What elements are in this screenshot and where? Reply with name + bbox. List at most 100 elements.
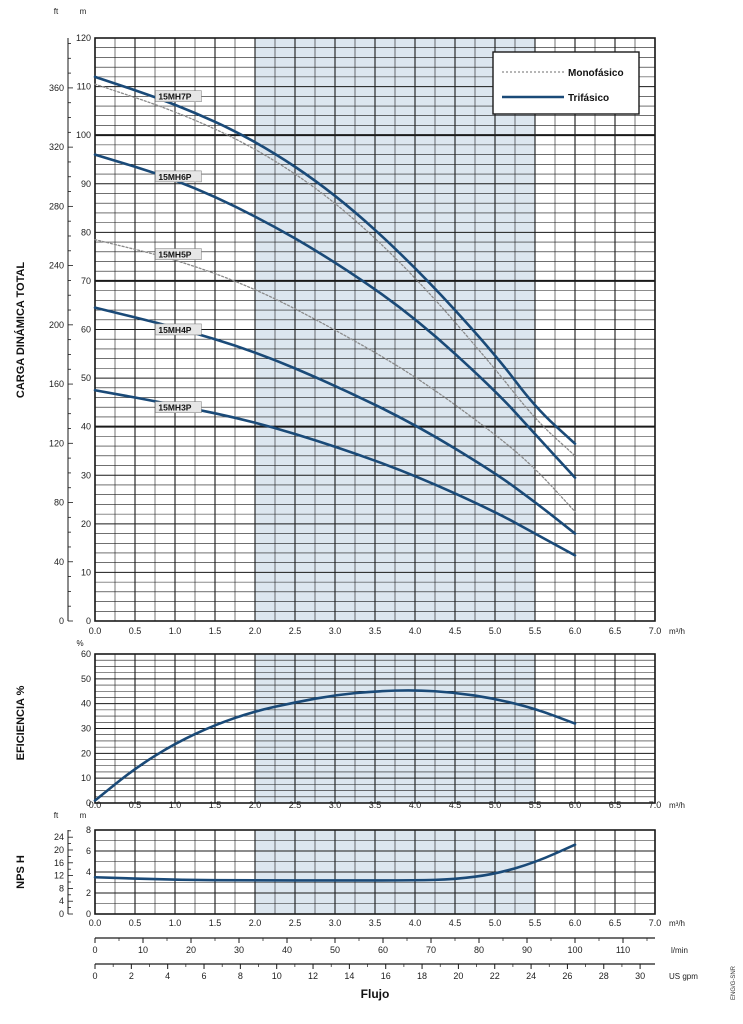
y-tick-label: 10 xyxy=(81,773,91,783)
x-tick-label: 3.5 xyxy=(369,800,382,810)
gpm-tick-label: 26 xyxy=(562,971,572,981)
y-tick-label: 50 xyxy=(81,674,91,684)
ft-tick-label: 0 xyxy=(59,616,64,626)
x-tick-label: 1.0 xyxy=(169,800,182,810)
y-tick-label: 40 xyxy=(81,422,91,432)
gpm-tick-label: 6 xyxy=(202,971,207,981)
lmin-tick-label: 60 xyxy=(378,945,388,955)
y-tick-label: 80 xyxy=(81,227,91,237)
curve-label-box xyxy=(155,90,202,102)
x-tick-label: 5.0 xyxy=(489,918,502,928)
ft-tick-label: 16 xyxy=(54,858,64,868)
y-tick-label: 0 xyxy=(86,909,91,919)
pct-unit-label: % xyxy=(76,639,83,648)
x-tick-label: 0.5 xyxy=(129,626,142,636)
x-tick-label: 0.0 xyxy=(89,800,102,810)
curve-npsh xyxy=(93,843,577,882)
y-tick-label: 60 xyxy=(81,325,91,335)
x-tick-label: 6.0 xyxy=(569,626,582,636)
x-tick-label: 1.5 xyxy=(209,800,222,810)
curve-label-box xyxy=(155,323,202,336)
x-tick-label: 2.0 xyxy=(249,800,262,810)
x-tick-label: 1.5 xyxy=(209,626,222,636)
curve-15mh4p xyxy=(93,306,577,535)
gpm-tick-label: 12 xyxy=(308,971,318,981)
x-tick-label: 6.0 xyxy=(569,800,582,810)
ft-unit-label: ft xyxy=(54,7,59,16)
ft-tick-label: 20 xyxy=(54,845,64,855)
gpm-tick-label: 24 xyxy=(526,971,536,981)
plot-frame xyxy=(94,829,656,915)
x-tick-label: 6.5 xyxy=(609,800,622,810)
y-tick-label: 90 xyxy=(81,179,91,189)
gpm-tick-label: 20 xyxy=(453,971,463,981)
x-tick-label: 0.0 xyxy=(89,626,102,636)
gpm-tick-label: 14 xyxy=(344,971,354,981)
y-tick-label: 30 xyxy=(81,470,91,480)
gpm-tick-label: 18 xyxy=(417,971,427,981)
x-tick-label: 6.5 xyxy=(609,918,622,928)
y-tick-label: 10 xyxy=(81,567,91,577)
x-tick-label: 7.0 xyxy=(649,626,662,636)
legend-box xyxy=(492,51,640,115)
x-unit-label: m³/h xyxy=(669,627,685,636)
ft-tick-label: 160 xyxy=(49,379,64,389)
x-tick-label: 3.5 xyxy=(369,626,382,636)
y-tick-label: 100 xyxy=(76,130,91,140)
y-tick-label: 30 xyxy=(81,724,91,734)
lmin-tick-label: 20 xyxy=(186,945,196,955)
legend-label: Monofásico xyxy=(568,68,624,79)
gpm-tick-label: 0 xyxy=(92,971,97,981)
ft-tick-label: 240 xyxy=(49,261,64,271)
efficiency-ylabel: EFICIENCIA % xyxy=(15,685,27,760)
npsh-ylabel: NPS H xyxy=(15,855,27,889)
x-tick-label: 1.0 xyxy=(169,918,182,928)
curve-label: 15MH6P xyxy=(158,172,191,182)
curve-label-box xyxy=(155,401,202,413)
ft-unit-label: ft xyxy=(54,811,59,820)
curve-15mh5p xyxy=(94,238,576,513)
curve-15mh3p xyxy=(93,388,577,557)
x-tick-label: 0.5 xyxy=(129,800,142,810)
legend: Monofásico Trifásico xyxy=(492,51,640,115)
ft-tick-label: 80 xyxy=(54,498,64,508)
y-tick-label: 8 xyxy=(86,825,91,835)
x-tick-label: 3.0 xyxy=(329,918,342,928)
efficiency-panel: 0.0 0.5 1.0 1.5 2.0 2.5 3.0 3.5 4.0 4.5 5.0 5.5 6.0 6… xyxy=(76,639,685,810)
gpm-tick-label: 10 xyxy=(272,971,282,981)
ft-tick-label: 0 xyxy=(59,909,64,919)
x-tick-label: 3.0 xyxy=(329,800,342,810)
lmin-tick-label: 110 xyxy=(616,945,630,955)
gpm-tick-label: 16 xyxy=(381,971,391,981)
y-tick-label: 0 xyxy=(86,616,91,626)
y-tick-label: 120 xyxy=(76,33,91,43)
y-tick-label: 2 xyxy=(86,888,91,898)
x-tick-label: 7.0 xyxy=(649,800,662,810)
lmin-unit: l/min xyxy=(671,946,688,955)
x-tick-label: 6.5 xyxy=(609,626,622,636)
lmin-tick-label: 80 xyxy=(474,945,484,955)
lmin-tick-label: 100 xyxy=(567,945,582,955)
x-tick-label: 4.0 xyxy=(409,800,422,810)
x-tick-label: 5.0 xyxy=(489,626,502,636)
x-tick-label: 5.0 xyxy=(489,800,502,810)
ft-tick-label: 320 xyxy=(49,142,64,152)
plot-frame xyxy=(94,37,656,622)
curve-eficiencia xyxy=(93,689,577,802)
m-unit-label: m xyxy=(80,811,87,820)
x-unit-label: m³/h xyxy=(669,919,685,928)
curve-label: 15MH5P xyxy=(158,250,191,260)
x-tick-label: 2.5 xyxy=(289,626,302,636)
gpm-tick-label: 28 xyxy=(599,971,609,981)
x-unit-label: m³/h xyxy=(669,801,685,810)
y-tick-label: 4 xyxy=(86,867,91,877)
npsh-panel: 0.0 0.5 1.0 1.5 2.0 2.5 3.0 3.5 4.0 4.5 5.0 5.5 6.0 6… xyxy=(54,811,685,928)
x-tick-label: 2.0 xyxy=(249,626,262,636)
x-tick-label: 4.0 xyxy=(409,626,422,636)
lmin-tick-label: 10 xyxy=(138,945,148,955)
legend-label: Trifásico xyxy=(568,93,609,104)
gpm-unit: US gpm xyxy=(669,972,698,981)
ft-tick-label: 120 xyxy=(49,438,64,448)
x-tick-label: 6.0 xyxy=(569,918,582,928)
